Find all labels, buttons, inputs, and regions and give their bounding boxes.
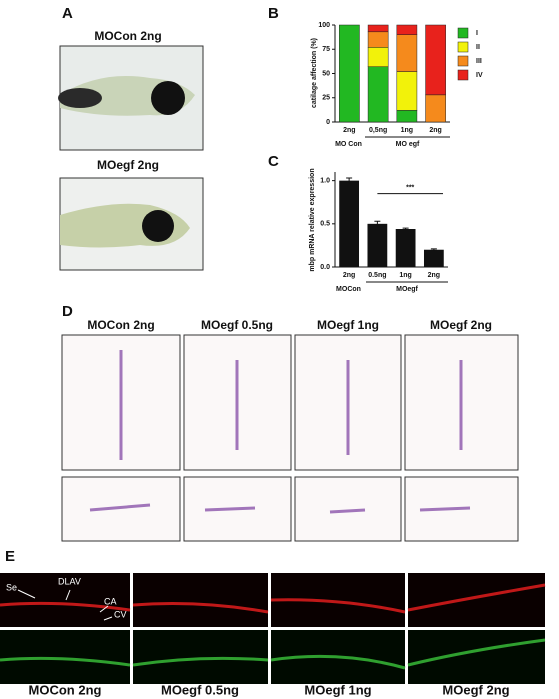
- image-label: MOCon 2ng: [94, 29, 161, 43]
- y-tick-label: 50: [322, 70, 330, 77]
- error-bar: [402, 227, 409, 230]
- x-tick-label: 0,5ng: [369, 127, 387, 134]
- y-tick-label: 0.5: [320, 221, 330, 228]
- panel-letter: E: [5, 548, 15, 565]
- bar: [395, 229, 416, 267]
- bar-segment: [425, 94, 446, 123]
- panel-letter: B: [268, 5, 279, 22]
- image-label: MOegf 0.5ng: [201, 318, 273, 332]
- bar-segment: [339, 24, 360, 123]
- panel-letter: D: [62, 303, 73, 320]
- group-label: MOCon: [336, 286, 361, 293]
- legend-swatch: [457, 69, 469, 81]
- y-tick-label: 25: [322, 95, 330, 102]
- image-label: MOegf 1ng: [304, 682, 371, 697]
- significance-label: ***: [406, 184, 414, 191]
- group-label: MO Con: [335, 141, 362, 148]
- group-label: MOegf: [396, 286, 418, 293]
- image-label: MOegf 2ng: [97, 158, 159, 172]
- y-tick-label: 75: [322, 46, 330, 53]
- image-label: MOegf 0.5ng: [161, 682, 239, 697]
- error-bar: [374, 220, 381, 227]
- panel-letter: A: [62, 5, 73, 22]
- fish-image: [58, 45, 204, 151]
- legend-label: II: [476, 44, 480, 51]
- bar-segment: [396, 24, 418, 35]
- y-axis-label: mbp mRNA relative expression: [309, 168, 316, 271]
- legend-label: III: [476, 58, 482, 65]
- fish-image: [59, 177, 204, 271]
- bar-segment: [367, 66, 389, 123]
- legend-swatch: [457, 27, 469, 39]
- annotation: CA: [104, 596, 117, 606]
- x-tick-label: 2ng: [428, 272, 440, 279]
- bar: [423, 249, 444, 267]
- bar: [367, 223, 388, 267]
- bar-segment: [396, 110, 418, 123]
- y-axis-label: catilage affection (%): [311, 38, 318, 108]
- bar-segment: [396, 34, 418, 72]
- x-tick-label: 2ng: [343, 127, 355, 134]
- x-tick-label: 2ng: [343, 272, 355, 279]
- bar-segment: [425, 24, 446, 96]
- annotation: DLAV: [58, 576, 81, 586]
- stain: [89, 350, 471, 514]
- legend-label: I: [476, 30, 478, 37]
- image-label: MOegf 2ng: [442, 682, 509, 697]
- legend-swatch: [457, 55, 469, 67]
- fluorescence-images: [0, 573, 546, 684]
- error-bar: [430, 248, 437, 251]
- group-label: MO egf: [396, 141, 420, 148]
- x-tick-label: 1ng: [399, 272, 411, 279]
- bar-segment: [367, 31, 389, 48]
- image-label: MOegf 2ng: [430, 318, 492, 332]
- image-label: MOegf 1ng: [317, 318, 379, 332]
- annotation: CV: [114, 609, 127, 619]
- bar-segment: [367, 24, 389, 33]
- x-tick-label: 1ng: [401, 127, 413, 134]
- image-label: MOCon 2ng: [29, 682, 102, 697]
- y-tick-label: 1.0: [320, 177, 330, 184]
- x-tick-label: 2ng: [429, 127, 441, 134]
- y-tick-label: 0: [326, 119, 330, 126]
- bar-segment: [367, 47, 389, 67]
- bar-segment: [396, 71, 418, 111]
- x-tick-label: 0.5ng: [368, 272, 386, 279]
- y-tick-label: 0.0: [320, 264, 330, 271]
- y-tick-label: 100: [318, 22, 330, 29]
- bar: [339, 180, 360, 267]
- legend-label: IV: [476, 72, 483, 79]
- legend-swatch: [457, 41, 469, 53]
- error-bar: [346, 177, 353, 184]
- panel-letter: C: [268, 153, 279, 170]
- image-label: MOCon 2ng: [87, 318, 154, 332]
- annotation: Se: [6, 582, 17, 592]
